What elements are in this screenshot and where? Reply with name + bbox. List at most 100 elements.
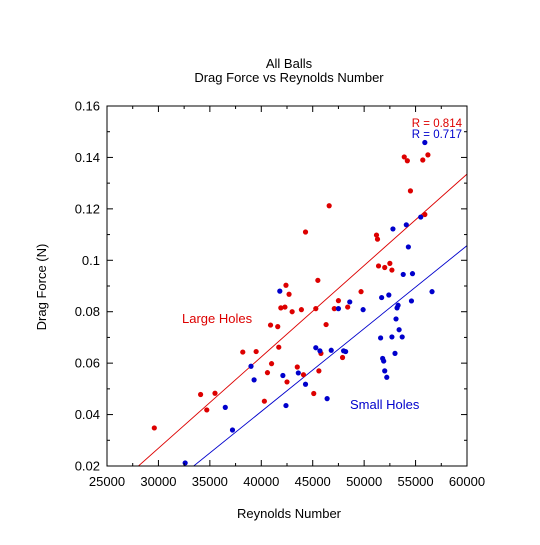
data-point xyxy=(280,372,286,379)
data-point xyxy=(408,298,415,304)
data-point xyxy=(379,294,385,301)
data-point xyxy=(420,157,426,163)
data-point xyxy=(275,324,281,330)
x-tick-label: 45000 xyxy=(295,474,331,489)
r-value-large-holes: R = 0.814 xyxy=(412,118,463,130)
x-tick-label: 60000 xyxy=(449,474,485,489)
data-point xyxy=(409,271,416,277)
chart-subtitle: Drag Force vs Reynolds Number xyxy=(194,70,384,85)
data-point xyxy=(289,309,295,315)
data-point xyxy=(278,305,284,311)
x-tick-label: 55000 xyxy=(397,474,433,489)
data-point xyxy=(251,377,257,383)
data-point xyxy=(267,322,274,328)
data-point xyxy=(393,316,399,322)
data-point xyxy=(286,291,292,297)
data-point xyxy=(198,391,204,398)
data-point xyxy=(264,370,271,376)
data-point xyxy=(378,335,384,341)
data-point xyxy=(315,277,321,283)
data-point xyxy=(339,354,346,361)
r-value-small-holes: R = 0.717 xyxy=(412,129,462,141)
data-point xyxy=(248,363,254,369)
y-tick-label: 0.14 xyxy=(75,150,100,165)
data-point xyxy=(328,347,334,353)
data-point xyxy=(374,236,381,242)
data-point xyxy=(277,288,283,294)
data-point xyxy=(323,321,329,328)
x-tick-label: 30000 xyxy=(140,474,176,489)
data-point xyxy=(283,402,289,409)
data-point xyxy=(229,427,236,433)
data-point xyxy=(268,361,275,367)
data-point xyxy=(313,345,319,351)
x-tick-label: 25000 xyxy=(89,474,125,489)
y-tick-label: 0.08 xyxy=(75,304,100,319)
data-point xyxy=(381,358,387,364)
data-point xyxy=(389,334,395,340)
data-point xyxy=(282,304,288,310)
data-point xyxy=(405,244,411,250)
data-point xyxy=(404,158,410,164)
y-tick-label: 0.04 xyxy=(75,407,100,422)
data-point xyxy=(335,298,342,304)
data-point xyxy=(384,374,390,380)
chart-title: All Balls xyxy=(266,56,313,71)
series-0-points xyxy=(151,152,431,431)
fit-line-series-1 xyxy=(192,245,467,466)
data-point xyxy=(425,152,431,158)
y-tick-label: 0.1 xyxy=(82,253,100,268)
data-point xyxy=(331,306,337,312)
y-tick-label: 0.06 xyxy=(75,356,100,371)
data-point xyxy=(360,307,366,313)
small-holes-label: Small Holes xyxy=(350,397,420,412)
x-axis-label: Reynolds Number xyxy=(237,506,342,521)
data-point xyxy=(407,188,414,194)
y-axis-label: Drag Force (N) xyxy=(34,244,49,331)
data-point xyxy=(298,307,304,313)
x-tick-label: 40000 xyxy=(243,474,279,489)
y-tick-label: 0.12 xyxy=(75,201,100,216)
data-point xyxy=(418,214,424,220)
data-point xyxy=(253,348,259,355)
data-point xyxy=(422,139,428,146)
data-point xyxy=(373,232,380,238)
data-point xyxy=(429,289,435,295)
data-point xyxy=(300,372,307,378)
data-point xyxy=(422,211,428,218)
data-point xyxy=(382,368,388,374)
data-point xyxy=(335,306,342,312)
data-point xyxy=(222,404,228,410)
data-point xyxy=(317,348,323,354)
y-tick-label: 0.02 xyxy=(75,459,100,474)
data-point xyxy=(276,344,282,350)
data-point xyxy=(302,229,309,235)
data-point xyxy=(324,396,330,402)
data-point xyxy=(392,350,398,356)
data-point xyxy=(343,348,349,355)
data-point xyxy=(347,299,353,305)
data-point xyxy=(399,334,405,340)
data-point xyxy=(358,289,364,295)
data-point xyxy=(382,264,388,271)
y-tick-label: 0.16 xyxy=(75,99,100,114)
data-point xyxy=(389,267,395,273)
large-holes-label: Large Holes xyxy=(182,311,253,326)
data-point xyxy=(396,327,402,333)
data-point xyxy=(311,390,317,397)
data-point xyxy=(294,364,300,370)
data-point xyxy=(313,306,319,312)
data-point xyxy=(182,460,188,466)
fit-line-series-0 xyxy=(137,173,467,466)
x-tick-label: 50000 xyxy=(346,474,382,489)
data-point xyxy=(284,379,290,385)
data-point xyxy=(403,222,409,228)
data-point xyxy=(401,154,407,160)
data-point xyxy=(326,203,332,209)
data-point xyxy=(212,390,218,396)
data-point xyxy=(345,304,351,310)
data-point xyxy=(316,368,322,374)
data-point xyxy=(151,425,157,431)
